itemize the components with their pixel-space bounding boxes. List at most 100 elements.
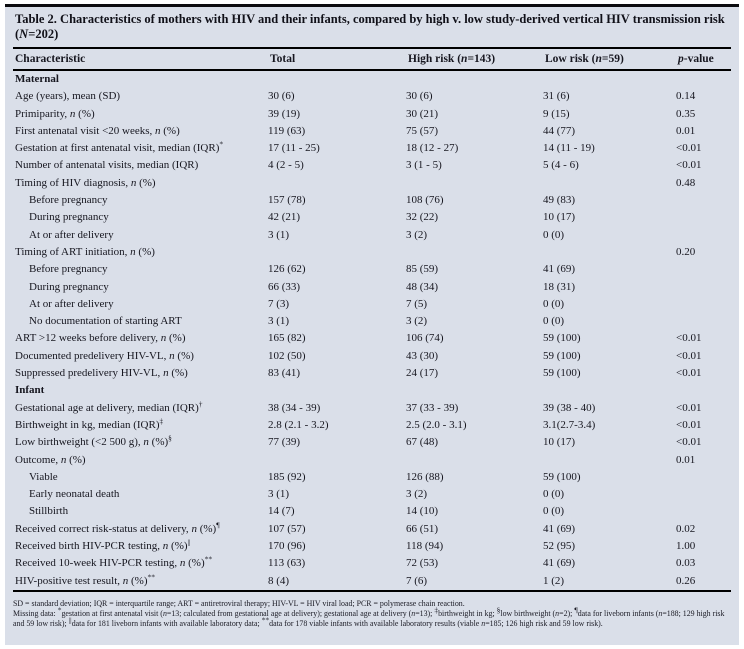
cell-high-risk: 48 (34) bbox=[406, 280, 439, 293]
cell-total bbox=[268, 244, 406, 261]
header-row: Characteristic Total High risk (n=143) L… bbox=[13, 49, 731, 71]
cell-low-risk: 0 (0) bbox=[543, 488, 565, 501]
cell-p-value bbox=[676, 70, 731, 88]
table-row: Suppressed predelivery HIV-VL, n (%) 83 (… bbox=[13, 365, 731, 382]
cell-low-risk: 41 (69) bbox=[543, 522, 576, 535]
table-row: Before pregnancy 126 (62) 85 (59) 41 (69) bbox=[13, 261, 731, 278]
cell-p-value: 0.03 bbox=[676, 557, 696, 570]
cell-low-risk: 59 (100) bbox=[543, 349, 581, 362]
table-row: Timing of ART initiation, n (%) 0.20 bbox=[13, 244, 731, 261]
cell-low-risk: 0 (0) bbox=[543, 315, 565, 328]
cell-high-risk: 18 (12 - 27) bbox=[406, 142, 459, 155]
cell-total bbox=[268, 70, 406, 88]
cell-high-risk: 14 (10) bbox=[406, 505, 439, 518]
cell-p-value: <0.01 bbox=[676, 159, 702, 172]
table-row: Early neonatal death 3 (1) 3 (2) 0 (0) bbox=[13, 486, 731, 503]
cell-low-risk: 0 (0) bbox=[543, 505, 565, 518]
row-label: Age (years), mean (SD) bbox=[15, 90, 121, 103]
cell-high-risk: 24 (17) bbox=[406, 367, 439, 380]
section-row: Infant bbox=[13, 382, 731, 399]
cell-low-risk bbox=[543, 175, 676, 192]
cell-high-risk: 3 (2) bbox=[406, 315, 428, 328]
cell-high-risk bbox=[406, 244, 543, 261]
cell-p-value bbox=[676, 261, 731, 278]
cell-total: 170 (96) bbox=[268, 540, 306, 553]
table-row: Stillbirth 14 (7) 14 (10) 0 (0) bbox=[13, 503, 731, 520]
table-row: Received 10-week HIV-PCR testing, n (%)*… bbox=[13, 555, 731, 572]
cell-total bbox=[268, 452, 406, 469]
row-label: Timing of HIV diagnosis, n (%) bbox=[15, 176, 156, 189]
row-label: Outcome, n (%) bbox=[15, 453, 86, 466]
row-label: Infant bbox=[15, 384, 45, 397]
table-row: First antenatal visit <20 weeks, n (%) 11… bbox=[13, 123, 731, 140]
row-label: Maternal bbox=[15, 73, 59, 85]
cell-low-risk: 39 (38 - 40) bbox=[543, 401, 596, 414]
cell-high-risk: 3 (2) bbox=[406, 488, 428, 501]
cell-total: 42 (21) bbox=[268, 211, 301, 224]
row-label: Suppressed predelivery HIV-VL, n (%) bbox=[15, 367, 188, 380]
cell-total: 66 (33) bbox=[268, 280, 301, 293]
cell-total: 3 (1) bbox=[268, 228, 290, 241]
table-title: Table 2. Characteristics of mothers with… bbox=[13, 7, 731, 49]
row-label: Received birth HIV-PCR testing, n (%)|| bbox=[15, 538, 191, 553]
row-label: ART >12 weeks before delivery, n (%) bbox=[15, 332, 186, 345]
cell-high-risk: 32 (22) bbox=[406, 211, 439, 224]
cell-high-risk: 37 (33 - 39) bbox=[406, 401, 459, 414]
table-row: During pregnancy 42 (21) 32 (22) 10 (17) bbox=[13, 209, 731, 226]
cell-total: 3 (1) bbox=[268, 488, 290, 501]
cell-total: 113 (63) bbox=[268, 557, 306, 570]
cell-p-value bbox=[676, 192, 731, 209]
table-header: Characteristic Total High risk (n=143) L… bbox=[13, 49, 731, 71]
cell-low-risk: 0 (0) bbox=[543, 297, 565, 310]
table-row: At or after delivery 3 (1) 3 (2) 0 (0) bbox=[13, 227, 731, 244]
cell-high-risk: 30 (6) bbox=[406, 90, 433, 103]
row-label: Before pregnancy bbox=[29, 194, 108, 207]
cell-low-risk: 10 (17) bbox=[543, 436, 576, 449]
table-row: Gestation at first antenatal visit, medi… bbox=[13, 140, 731, 157]
cell-high-risk: 7 (5) bbox=[406, 297, 428, 310]
cell-high-risk: 2.5 (2.0 - 3.1) bbox=[406, 418, 467, 431]
cell-total: 8 (4) bbox=[268, 572, 406, 592]
cell-total: 119 (63) bbox=[268, 124, 306, 137]
table-row: Outcome, n (%) 0.01 bbox=[13, 452, 731, 469]
row-label: Number of antenatal visits, median (IQR) bbox=[15, 159, 199, 172]
row-label: Viable bbox=[29, 470, 58, 483]
row-label: During pregnancy bbox=[29, 280, 109, 293]
cell-total: 83 (41) bbox=[268, 367, 301, 380]
cell-high-risk: 75 (57) bbox=[406, 124, 439, 137]
cell-p-value: <0.01 bbox=[676, 349, 702, 362]
cell-p-value: <0.01 bbox=[676, 367, 702, 380]
cell-total: 77 (39) bbox=[268, 436, 301, 449]
cell-p-value bbox=[676, 503, 731, 520]
table-row: Birthweight in kg, median (IQR)‡ 2.8 (2.1… bbox=[13, 417, 731, 434]
table-row: No documentation of starting ART 3 (1) 3 (… bbox=[13, 313, 731, 330]
section-row: Maternal bbox=[13, 70, 731, 88]
cell-p-value: 0.35 bbox=[676, 107, 696, 120]
cell-total: 14 (7) bbox=[268, 505, 295, 518]
cell-high-risk: 118 (94) bbox=[406, 540, 444, 553]
cell-total: 107 (57) bbox=[268, 522, 306, 535]
row-label: HIV-positive test result, n (%)** bbox=[13, 572, 268, 592]
cell-p-value: 0.01 bbox=[676, 124, 696, 137]
cell-high-risk: 106 (74) bbox=[406, 332, 444, 345]
cell-low-risk: 9 (15) bbox=[543, 107, 570, 120]
row-label: Received correct risk-status at delivery… bbox=[15, 520, 220, 535]
footnote-missing-data: Missing data: *gestation at first antena… bbox=[13, 605, 725, 628]
cell-low-risk: 59 (100) bbox=[543, 367, 581, 380]
cell-total: 157 (78) bbox=[268, 194, 306, 207]
cell-low-risk: 59 (100) bbox=[543, 470, 581, 483]
cell-total: 7 (3) bbox=[268, 297, 290, 310]
cell-p-value bbox=[676, 227, 731, 244]
row-label: Documented predelivery HIV-VL, n (%) bbox=[15, 349, 194, 362]
cell-low-risk bbox=[543, 244, 676, 261]
cell-p-value: 0.02 bbox=[676, 522, 696, 535]
cell-total: 126 (62) bbox=[268, 263, 306, 276]
cell-high-risk: 43 (30) bbox=[406, 349, 439, 362]
cell-p-value: 0.26 bbox=[676, 572, 731, 592]
cell-low-risk: 41 (69) bbox=[543, 263, 576, 276]
cell-low-risk: 41 (69) bbox=[543, 557, 576, 570]
cell-total: 38 (34 - 39) bbox=[268, 401, 321, 414]
cell-high-risk: 66 (51) bbox=[406, 522, 439, 535]
row-label: No documentation of starting ART bbox=[29, 315, 182, 328]
cell-total: 30 (6) bbox=[268, 90, 295, 103]
